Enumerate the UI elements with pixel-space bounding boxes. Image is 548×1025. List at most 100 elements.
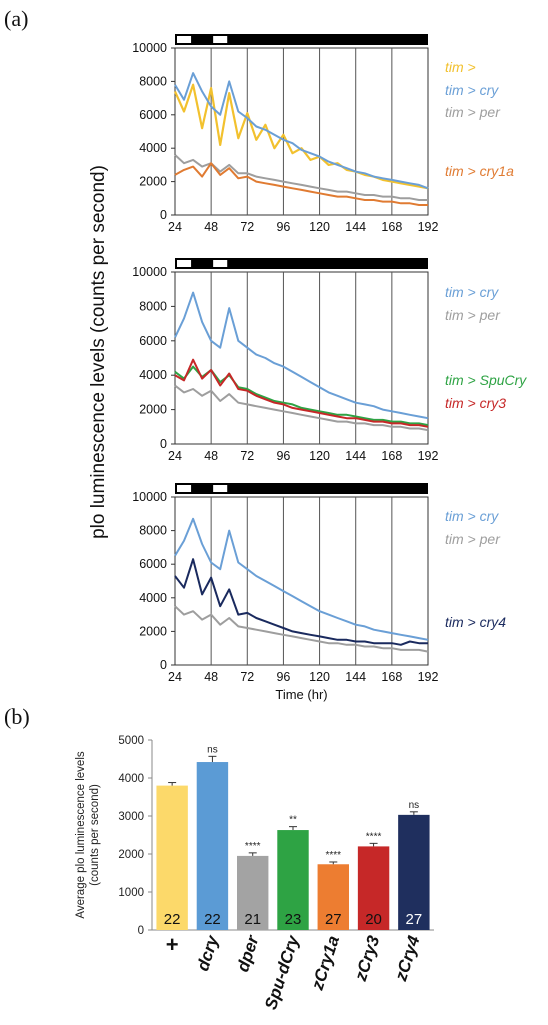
bar [156,785,188,930]
category-label: dper [233,932,263,974]
x-tick-label: 120 [309,449,330,463]
legend-entry: tim > cry [445,82,499,98]
light-period [213,36,228,43]
significance-label: ** [289,815,297,826]
x-tick-label: 72 [240,670,254,684]
series-line-tim-cry [174,291,429,420]
plot-frame [174,271,429,445]
category-label: zCry1a [307,933,343,993]
x-axis-label: Time (hr) [275,687,327,702]
x-tick-label: 192 [418,220,439,234]
y-tick-label: 4000 [118,773,144,785]
bar [398,814,430,930]
line-chart-top: 24 48 72 96 120 144 168 192 0 2000 4000 6000 8000 100… [132,34,514,234]
series-line-tim-cry4 [174,558,428,646]
x-tick-label: 72 [240,449,254,463]
sample-size-label: 23 [285,911,302,928]
light-period [213,485,228,492]
x-tick-label: 192 [418,449,439,463]
x-tick-label: 192 [418,670,439,684]
series-line-tim- [173,83,429,190]
bar [277,830,309,930]
category-label: Spu-dCry [261,932,303,1012]
line-chart-bottom: 24 48 72 96 120 144 168 192 0 2000 4000 6000 8000 100… [132,483,506,702]
sample-size-label: 27 [325,911,342,928]
light-dark-bar [175,258,428,269]
legend-entry: tim > cry1a [445,163,514,179]
series-line-tim-spucry [174,365,429,427]
sample-size-label: 27 [406,911,423,928]
plot-frame [174,496,429,666]
y-tick-label: 1000 [118,887,144,899]
legend-entry: tim > cry3 [445,395,506,411]
y-axis-label: (counts per second) [89,784,101,886]
significance-label: ns [409,800,420,811]
significance-label: ns [207,744,218,755]
x-tick-label: 144 [345,449,366,463]
series-line-tim-cry1a [174,162,428,206]
legend-entry: tim > cry4 [445,614,506,630]
bar [317,864,349,930]
sample-size-label: 21 [244,911,261,928]
x-tick-label: 96 [276,220,290,234]
y-tick-label: 4000 [139,368,167,382]
x-tick-label: 144 [345,670,366,684]
y-tick-label: 2000 [139,403,167,417]
series-line-tim-cry [174,517,429,641]
y-tick-label: 0 [160,437,167,451]
light-dark-bar [175,483,428,494]
y-tick-label: 6000 [139,557,167,571]
significance-label: **** [325,850,341,861]
y-tick-label: 8000 [139,524,167,538]
y-tick-label: 2000 [118,849,144,861]
x-tick-label: 24 [168,220,182,234]
bar [357,846,390,930]
x-tick-label: 48 [204,670,218,684]
y-tick-label: 6000 [139,334,167,348]
legend-entry: tim > cry [445,284,499,300]
series-line-tim-cry3 [174,358,429,428]
category-label: + [166,932,179,957]
y-tick-label: 2000 [139,175,167,189]
light-period [177,485,192,492]
legend-entry: tim > SpuCry [445,372,527,388]
y-tick-label: 5000 [118,735,144,747]
bar-chart: 0 1000 2000 3000 4000 5000 Average plo lumines… [75,735,434,1012]
legend-entry: tim > [445,59,476,75]
x-tick-label: 168 [381,220,402,234]
x-tick-label: 120 [309,220,330,234]
y-tick-label: 0 [138,925,144,937]
series-line-tim-per [174,605,429,653]
y-tick-label: 10000 [132,41,167,55]
x-tick-label: 96 [276,670,290,684]
plot-frame [174,47,429,216]
y-axis-label: plo luminescence levels (counts per seco… [88,165,109,539]
sample-size-label: 22 [204,911,221,928]
series-line-tim-cry [174,72,429,190]
series-line-tim-per [174,384,429,432]
panel-label-b: (b) [4,704,30,729]
x-tick-label: 120 [309,670,330,684]
x-tick-label: 168 [381,670,402,684]
category-label: zCry4 [391,933,424,984]
line-chart-middle: 24 48 72 96 120 144 168 192 0 2000 4000 6000 8000 100… [132,258,527,463]
legend-entry: tim > per [445,307,501,323]
y-axis-label: Average plo luminescence levels [75,751,87,919]
y-tick-label: 4000 [139,141,167,155]
category-label: dcry [193,932,223,973]
light-dark-bar [175,34,428,45]
x-tick-label: 96 [276,449,290,463]
significance-label: **** [366,831,382,842]
series-line-tim-per [174,154,428,201]
bar [196,762,229,930]
legend-entry: tim > cry [445,508,499,524]
bar [237,855,269,930]
light-period [213,260,228,267]
sample-size-label: 22 [164,911,181,928]
x-tick-label: 24 [168,670,182,684]
x-tick-label: 168 [381,449,402,463]
y-tick-label: 8000 [139,299,167,313]
light-period [177,36,192,43]
y-tick-label: 0 [160,208,167,222]
